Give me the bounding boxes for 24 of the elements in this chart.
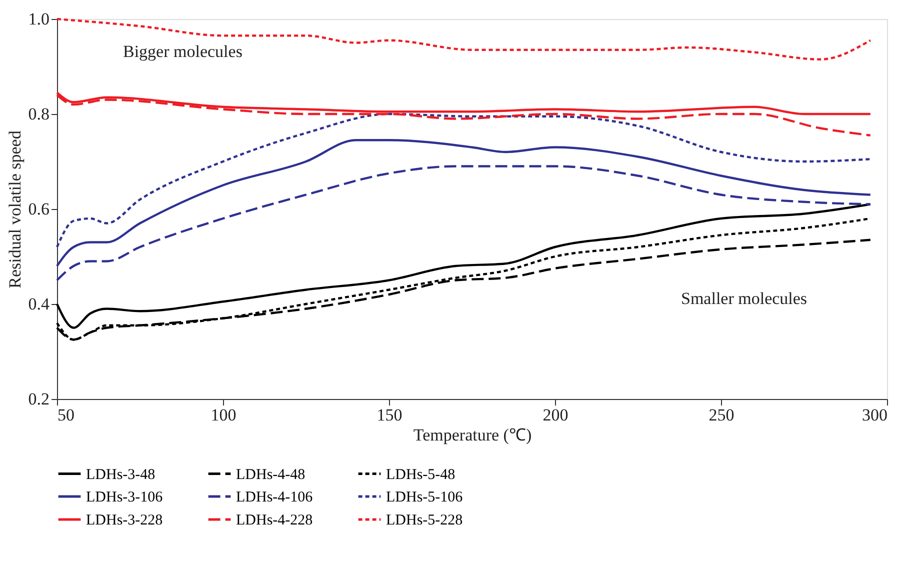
x-tick-label: 50 (58, 406, 74, 424)
legend-label: LDHs-5-106 (386, 490, 464, 506)
legend-label: LDHs-5-48 (386, 466, 456, 483)
y-tick-label: 0.4 (28, 294, 50, 314)
legend-label: LDHs-4-228 (236, 512, 313, 528)
x-tick-label: 250 (708, 406, 734, 424)
x-tick-label: 100 (210, 406, 236, 424)
legend-label: LDHs-3-48 (86, 466, 156, 483)
y-axis-title: Residual volatile speed (5, 130, 24, 288)
x-tick-label: 300 (862, 406, 888, 424)
annotation: Smaller molecules (681, 289, 808, 308)
legend-label: LDHs-4-106 (236, 490, 314, 506)
x-tick-label: 150 (376, 406, 402, 424)
y-tick-label: 0.8 (28, 104, 50, 124)
annotation: Bigger molecules (123, 42, 242, 61)
y-tick-label: 0.6 (28, 200, 50, 218)
x-axis-title: Temperature (℃) (413, 426, 532, 444)
y-tick-label: 1.0 (28, 10, 50, 28)
legend-label: LDHs-4-48 (236, 466, 306, 483)
x-tick-label: 200 (542, 406, 568, 424)
y-tick-label: 0.2 (28, 390, 50, 408)
legend-label: LDHs-5-228 (386, 512, 463, 528)
legend-label: LDHs-3-228 (86, 512, 163, 528)
legend-label: LDHs-3-106 (86, 490, 164, 506)
